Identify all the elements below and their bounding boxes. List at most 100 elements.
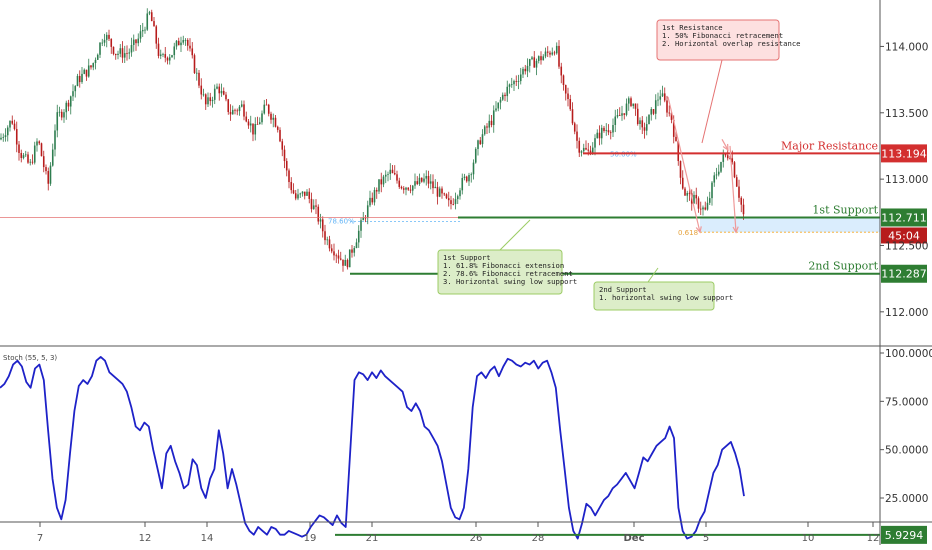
candle-body[interactable] (135, 39, 137, 44)
candle-body[interactable] (272, 117, 275, 120)
candle-body[interactable] (679, 161, 682, 178)
candle-body[interactable] (94, 59, 97, 64)
candle-body[interactable] (306, 191, 308, 196)
candle-body[interactable] (353, 248, 356, 253)
candle-body[interactable] (693, 194, 695, 204)
note-box[interactable] (437, 249, 563, 295)
candle-body[interactable] (522, 68, 524, 75)
candle-body[interactable] (470, 174, 473, 176)
candle-body[interactable] (717, 171, 720, 175)
candle-body[interactable] (191, 48, 194, 56)
candle-body[interactable] (256, 124, 259, 125)
candle-body[interactable] (117, 53, 119, 56)
candle-body[interactable] (15, 129, 18, 145)
candle-body[interactable] (4, 135, 7, 137)
candle-body[interactable] (40, 143, 43, 157)
candle-body[interactable] (189, 45, 191, 49)
candle-body[interactable] (328, 239, 331, 249)
candle-body[interactable] (308, 191, 311, 199)
candle-body[interactable] (711, 182, 713, 199)
candle-body[interactable] (103, 39, 106, 43)
candle-body[interactable] (38, 141, 41, 144)
candle-body[interactable] (618, 115, 621, 116)
candle-body[interactable] (510, 84, 513, 86)
candle-body[interactable] (252, 123, 254, 135)
candle-body[interactable] (459, 190, 461, 197)
candle-body[interactable] (519, 74, 522, 82)
candle-body[interactable] (560, 66, 563, 76)
candle-body[interactable] (587, 149, 590, 151)
candle-body[interactable] (288, 170, 290, 183)
candle-body[interactable] (434, 186, 437, 189)
candle-body[interactable] (227, 99, 230, 112)
candle-body[interactable] (535, 60, 538, 68)
candle-body[interactable] (555, 45, 558, 54)
candle-body[interactable] (81, 73, 83, 83)
candle-body[interactable] (481, 134, 484, 145)
candle-body[interactable] (240, 104, 243, 107)
candle-body[interactable] (418, 177, 421, 184)
candle-body[interactable] (31, 161, 34, 163)
candle-body[interactable] (119, 48, 122, 54)
candle-body[interactable] (249, 123, 252, 126)
candle-body[interactable] (54, 130, 56, 150)
candle-body[interactable] (58, 111, 61, 113)
candle-body[interactable] (76, 75, 79, 87)
candle-body[interactable] (2, 136, 5, 138)
candle-body[interactable] (384, 174, 387, 177)
candle-body[interactable] (463, 176, 466, 178)
candle-body[interactable] (492, 110, 495, 126)
candle-body[interactable] (279, 129, 281, 142)
candlestick-series[interactable] (0, 8, 745, 272)
candle-body[interactable] (29, 161, 32, 163)
candle-body[interactable] (213, 88, 216, 100)
candle-body[interactable] (663, 93, 666, 101)
note-box[interactable] (656, 19, 780, 61)
candle-body[interactable] (409, 189, 412, 191)
candle-body[interactable] (193, 55, 196, 73)
candle-body[interactable] (42, 156, 45, 168)
candle-body[interactable] (297, 194, 299, 199)
candle-body[interactable] (254, 124, 257, 135)
candle-body[interactable] (65, 102, 68, 113)
candle-body[interactable] (51, 149, 54, 166)
candle-body[interactable] (9, 120, 11, 128)
candle-body[interactable] (299, 193, 302, 195)
candle-body[interactable] (20, 152, 23, 158)
candle-body[interactable] (218, 86, 221, 94)
candle-body[interactable] (562, 75, 565, 86)
candle-body[interactable] (623, 113, 626, 115)
candle-body[interactable] (472, 162, 475, 175)
candle-body[interactable] (576, 131, 578, 141)
candle-body[interactable] (600, 127, 603, 139)
candle-body[interactable] (153, 21, 155, 27)
candle-body[interactable] (324, 231, 326, 241)
candle-body[interactable] (675, 136, 677, 142)
candle-body[interactable] (495, 108, 497, 111)
candle-body[interactable] (24, 154, 27, 156)
candle-body[interactable] (465, 176, 468, 182)
candle-body[interactable] (198, 72, 200, 86)
candle-body[interactable] (258, 122, 261, 125)
candle-body[interactable] (207, 97, 209, 105)
candle-body[interactable] (146, 13, 149, 30)
candle-body[interactable] (355, 242, 358, 249)
candle-body[interactable] (373, 189, 376, 203)
candle-body[interactable] (589, 150, 592, 155)
candle-body[interactable] (684, 188, 686, 196)
candle-body[interactable] (607, 130, 610, 133)
candle-body[interactable] (137, 38, 140, 44)
candle-body[interactable] (126, 53, 128, 54)
candle-body[interactable] (33, 145, 36, 163)
candle-body[interactable] (148, 12, 151, 14)
candle-body[interactable] (139, 31, 142, 39)
candle-body[interactable] (645, 124, 648, 131)
candle-body[interactable] (319, 219, 322, 222)
candle-body[interactable] (643, 127, 646, 131)
candle-body[interactable] (697, 198, 700, 209)
candle-body[interactable] (713, 175, 716, 183)
candle-body[interactable] (681, 177, 684, 189)
candle-body[interactable] (400, 186, 403, 189)
candle-body[interactable] (598, 132, 601, 139)
candle-body[interactable] (427, 175, 430, 184)
